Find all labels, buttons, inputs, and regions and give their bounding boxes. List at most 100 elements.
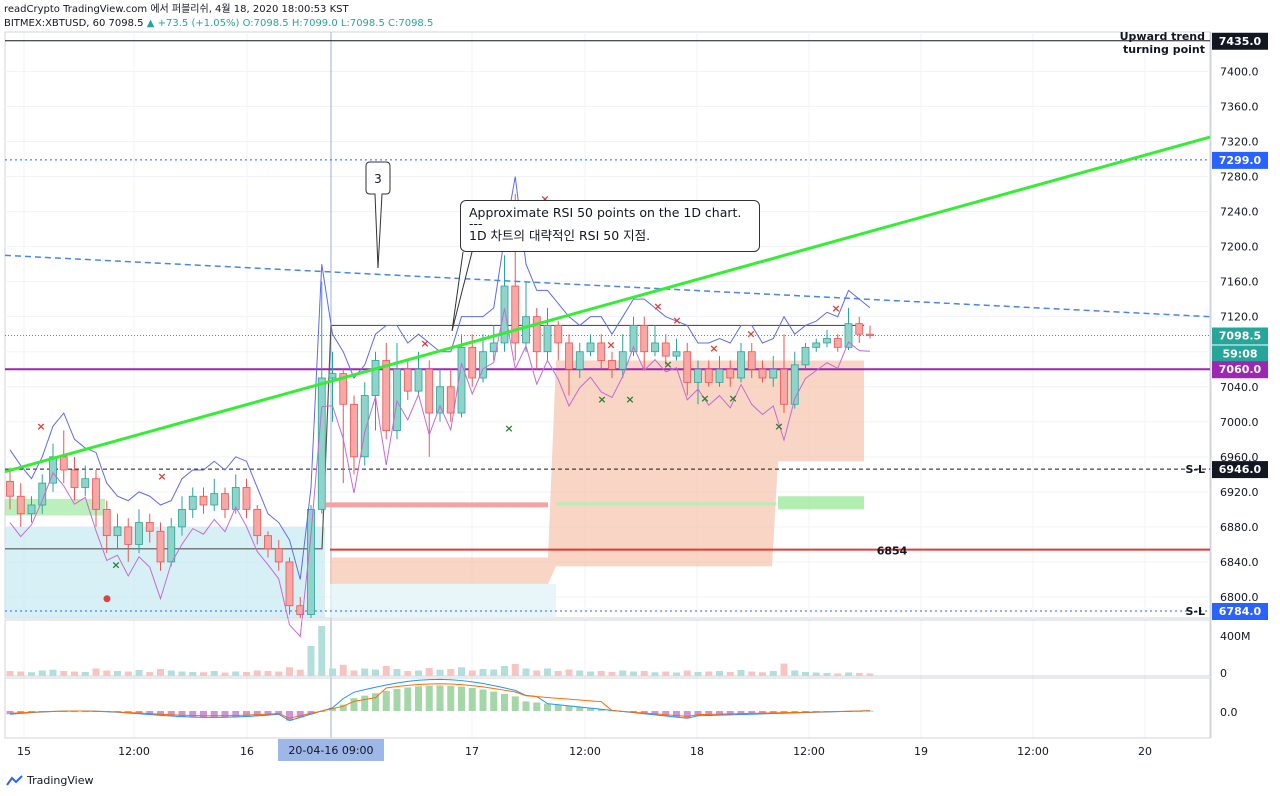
volume-bar: [769, 671, 777, 676]
volume-bar: [802, 672, 809, 676]
x-tick-label: 12:00: [793, 745, 825, 758]
candle-body: [629, 325, 638, 353]
plot-frame: [4, 31, 1211, 619]
candle-body: [81, 478, 90, 488]
oscillator-bar: [17, 711, 25, 714]
sell-signal-icon: ×: [672, 314, 681, 327]
volume-bar: [6, 671, 14, 676]
volume-bar: [210, 671, 218, 676]
candle-body: [586, 342, 595, 353]
volume-bar: [694, 672, 702, 676]
volume-bar: [812, 672, 820, 676]
y-tick-label: 7240.0: [1220, 206, 1259, 219]
oscillator-bar: [404, 687, 412, 711]
volume-bar: [393, 669, 401, 676]
rsi-note-en: Approximate RSI 50 points on the 1D char…: [469, 205, 742, 220]
volume-bar: [619, 670, 627, 676]
oscillator-bar: [759, 711, 766, 714]
volume-bar: [565, 669, 573, 676]
volume-bar: [157, 669, 164, 676]
oscillator-bar: [286, 711, 293, 721]
oscillator-bar: [597, 709, 605, 711]
candle-body: [393, 368, 401, 431]
oscillator-bar: [232, 711, 240, 717]
oscillator-bar: [716, 711, 723, 716]
volume-bar: [845, 672, 852, 676]
upward-trend-label: Upward trend: [1120, 30, 1205, 43]
volume-bar: [458, 667, 465, 676]
volume-bar: [533, 670, 541, 676]
oscillator-pane: [4, 677, 1211, 739]
buy-signal-icon: ×: [663, 358, 672, 371]
candle-body: [221, 493, 229, 510]
volume-bar: [329, 668, 336, 676]
x-tick-label: 17: [465, 745, 479, 758]
candle-body: [769, 368, 778, 379]
candle-body: [253, 508, 262, 537]
candle-body: [651, 342, 659, 353]
oscillator-bar: [6, 711, 14, 715]
symbol[interactable]: BITMEX:XBTUSD, 60: [4, 18, 106, 29]
volume-bar: [866, 673, 874, 676]
candle-body: [522, 316, 530, 344]
x-tick-label: 12:00: [569, 745, 601, 758]
price-tag-text: 7435.0: [1219, 35, 1262, 48]
candle-body: [403, 368, 412, 392]
candle-body: [242, 487, 251, 510]
volume-bar: [404, 671, 412, 676]
y-tick-label: 7200.0: [1220, 241, 1259, 254]
rsi-note-ko: 1D 차트의 대략적인 RSI 50 지점.: [469, 228, 651, 243]
candle-body: [833, 338, 842, 348]
tradingview-logo[interactable]: TradingView: [6, 774, 93, 787]
sell-signal-icon: ×: [540, 192, 549, 205]
volume-bar: [479, 669, 487, 676]
volume-bar: [146, 672, 154, 676]
oscillator-bar: [210, 711, 218, 718]
resistance-zone: [330, 360, 864, 584]
volume-bar: [135, 670, 143, 676]
oscillator-bar: [253, 711, 261, 716]
oscillator-bar: [576, 707, 584, 711]
oscillator-bar: [458, 686, 465, 711]
candle-body: [113, 526, 122, 537]
volume-bar: [501, 666, 508, 676]
buy-signal-icon: ×: [774, 420, 783, 433]
oscillator-bar: [554, 704, 562, 711]
candle-body: [446, 386, 455, 414]
candle-body: [801, 346, 810, 366]
y-tick-label: 7400.0: [1220, 65, 1259, 78]
candle-body: [414, 368, 423, 392]
candle-body: [672, 351, 681, 357]
volume-bar: [468, 670, 476, 676]
candle-body: [511, 285, 520, 344]
candle-body: [274, 548, 283, 563]
candle-body: [425, 368, 434, 414]
oscillator-bar: [415, 686, 422, 711]
volume-bar: [651, 672, 659, 676]
candle-body: [6, 480, 14, 497]
oscillator-bar: [189, 711, 197, 718]
price-tag: [1212, 345, 1268, 363]
crosshair-time-label: 20-04-16 09:00: [288, 744, 373, 757]
volume-bar: [447, 669, 455, 676]
candle-body: [328, 373, 337, 379]
volume-bar: [17, 671, 25, 676]
candle-body: [479, 351, 487, 379]
price-tag-text: 59:08: [1222, 347, 1257, 360]
candle-body: [608, 360, 616, 370]
oscillator-bar: [382, 690, 390, 711]
oscillator-bar: [587, 708, 594, 711]
symbol-line: BITMEX:XBTUSD, 60 7098.5 ▲ +73.5 (+1.05%…: [4, 17, 433, 31]
oscillator-bar: [533, 702, 541, 711]
volume-bar: [705, 671, 713, 676]
sell-signal-icon: ×: [746, 327, 755, 340]
stop-loss-label-2: S-L: [1186, 605, 1206, 618]
candle-body: [468, 346, 477, 379]
volume-bar: [178, 671, 186, 676]
volume-bar: [673, 672, 680, 676]
oscillator-bar: [178, 711, 186, 717]
candle-body: [371, 360, 380, 396]
candle-body: [307, 508, 315, 615]
oscillator-bar: [264, 711, 272, 716]
